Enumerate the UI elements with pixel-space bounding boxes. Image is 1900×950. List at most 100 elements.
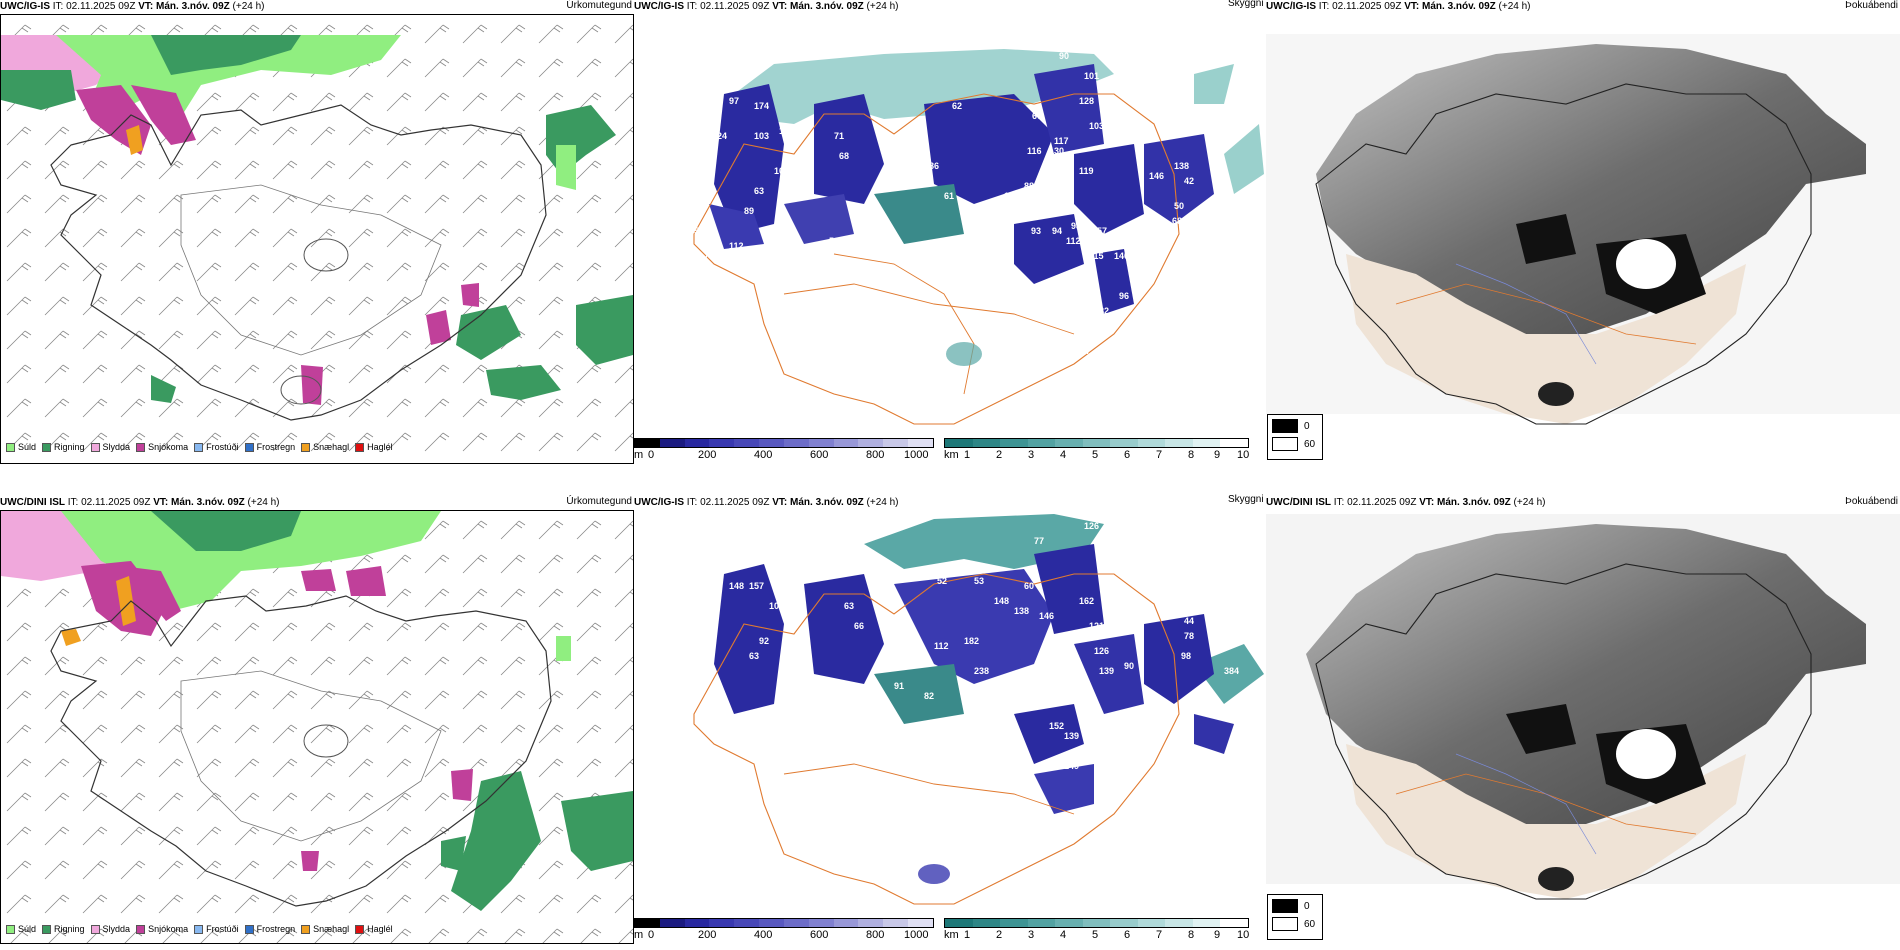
colorbar-segment [783, 439, 809, 447]
cloud-num: 68 [839, 151, 849, 161]
colorbar-segment [635, 439, 660, 447]
cloud-num: 78 [1184, 631, 1194, 641]
cloud-num: 98 [1071, 221, 1081, 231]
fog-map [1266, 34, 1900, 425]
legend-item-slydda: Slydda [90, 442, 130, 452]
cloud-num: 74 [1079, 346, 1089, 356]
swatch [301, 924, 311, 934]
cloud-num: 128 [1079, 96, 1094, 106]
cloud-num: 157 [1092, 226, 1107, 236]
cloud-panel-row1: UWC/IG-IS IT: 02.11.2025 09Z VT: Mán. 3.… [634, 0, 1323, 464]
cloud-num: 182 [964, 636, 979, 646]
swatch [42, 924, 52, 934]
panel-title: UWC/IG-IS IT: 02.11.2025 09Z VT: Mán. 3.… [634, 497, 899, 508]
legend-item-frostudi: Frostúði [194, 924, 239, 934]
panel-parameter: Úrkomutegund [566, 496, 632, 507]
cloud-num: 384 [1224, 666, 1239, 676]
colorbar-segment [759, 439, 784, 447]
legend-item-frostregn: Frostregn [244, 924, 295, 934]
colorbar-segment [1165, 919, 1193, 927]
precip-legend: Súld Rigning Slydda Snjókoma Frostúði Fr… [6, 442, 393, 452]
cloud-num: 52 [937, 576, 947, 586]
colorbar-segment [945, 439, 973, 447]
cloud-num: 130 [1049, 146, 1064, 156]
cloud-num: 148 [834, 276, 849, 286]
swatch [244, 924, 254, 934]
cloud-num: 117 [1054, 136, 1069, 146]
panel-title: UWC/IG-IS IT: 02.11.2025 09Z VT: Mán. 3.… [1266, 1, 1531, 12]
cloud-num: 143 [1129, 266, 1144, 276]
cloud-num: 96 [1119, 291, 1129, 301]
fog-index-legend: 0 60 [1267, 414, 1323, 460]
cloud-num: 101 [1084, 71, 1099, 81]
colorbar-segment [883, 919, 909, 927]
colorbar-segment [1110, 439, 1138, 447]
colorbar-segment [1000, 919, 1028, 927]
legend-item-haglel: Haglél [355, 924, 393, 934]
cloud-num: 112 [934, 641, 949, 651]
swatch [355, 924, 365, 934]
colorbar-segment [1220, 439, 1249, 447]
swatch [194, 924, 204, 934]
colorbar-segment [1137, 439, 1166, 447]
model-name: UWC/IG-IS [634, 497, 684, 508]
cloud-map: 77 126 148 157 108 63 66 92 63 52 53 60 … [693, 514, 1264, 905]
panel-parameter: Þokuábendi [1845, 0, 1898, 11]
cloud-num: 167 [1064, 666, 1079, 676]
cloud-num: 97 [729, 96, 739, 106]
colorbar-segment [1192, 919, 1221, 927]
colorbar-segment [908, 919, 933, 927]
colorbar-segment [659, 439, 685, 447]
cloud-num: 82 [1099, 306, 1109, 316]
colorbar-segment [1192, 439, 1221, 447]
cloud-num: 73 [979, 248, 989, 258]
cloud-num: 104 [774, 166, 789, 176]
legend-item-haglel: Haglél [355, 442, 393, 452]
cloud-num: 53 [974, 576, 984, 586]
legend-item-snjokoma: Snjókoma [136, 442, 188, 452]
colorbar-segment [908, 439, 933, 447]
cloud-num: 51 [829, 236, 839, 246]
cloud-num: 94 [1052, 226, 1062, 236]
cloud-num: 119 [1079, 166, 1094, 176]
precip-legend: Súld Rigning Slydda Snjókoma Frostúði Fr… [6, 924, 393, 934]
legend-item-snjokoma: Snjókoma [136, 924, 188, 934]
colorbar-segment [945, 919, 973, 927]
cloud-num: 63 [754, 186, 764, 196]
legend-item-rigning: Rigning [42, 442, 85, 452]
cloud-num: 91 [894, 681, 904, 691]
cloud-num: 152 [1049, 721, 1064, 731]
cloud-num: 139 [1064, 731, 1079, 741]
map-frame [0, 14, 634, 464]
cloud-num: 62 [952, 101, 962, 111]
colorbar-segment [709, 439, 735, 447]
legend-item-slydda: Slydda [90, 924, 130, 934]
cloud-num: 112 [1066, 236, 1081, 246]
legend-item-snaehagl: Snæhagl [301, 924, 349, 934]
panel-title: UWC/IG-IS IT: 02.11.2025 09Z VT: Mán. 3.… [634, 1, 899, 12]
panel-parameter: Úrkomutegund [566, 0, 632, 11]
colorbar-segment [783, 919, 809, 927]
cloud-num: 138 [1014, 606, 1029, 616]
cloud-num: 112 [729, 241, 744, 251]
cloud-num: 98 [1181, 651, 1191, 661]
legend-item-sudd: Súld [6, 442, 36, 452]
colorbar-segment [972, 919, 1001, 927]
cloud-num: 122 [989, 236, 1004, 246]
cloud-num: 61 [944, 191, 954, 201]
colorbar-segment [659, 919, 685, 927]
cloud-num: 86 [929, 161, 939, 171]
swatch [42, 442, 52, 452]
model-name: UWC/IG-IS [0, 1, 50, 12]
height-colorbar: m 0 200 400 600 800 1000 [634, 438, 934, 461]
colorbar-segment [1137, 919, 1166, 927]
cloud-num: 90 [1124, 661, 1134, 671]
cloud-num: 31 [709, 691, 719, 701]
colorbar-segment [1027, 919, 1056, 927]
colorbar-segment [1220, 919, 1249, 927]
panel-title: UWC/DINI ISL IT: 02.11.2025 09Z VT: Mán.… [1266, 497, 1546, 508]
cloud-num: 90 [1059, 51, 1069, 61]
cloud-num: 92 [759, 636, 769, 646]
cloud-num: 44 [1184, 616, 1194, 626]
swatch [244, 442, 254, 452]
